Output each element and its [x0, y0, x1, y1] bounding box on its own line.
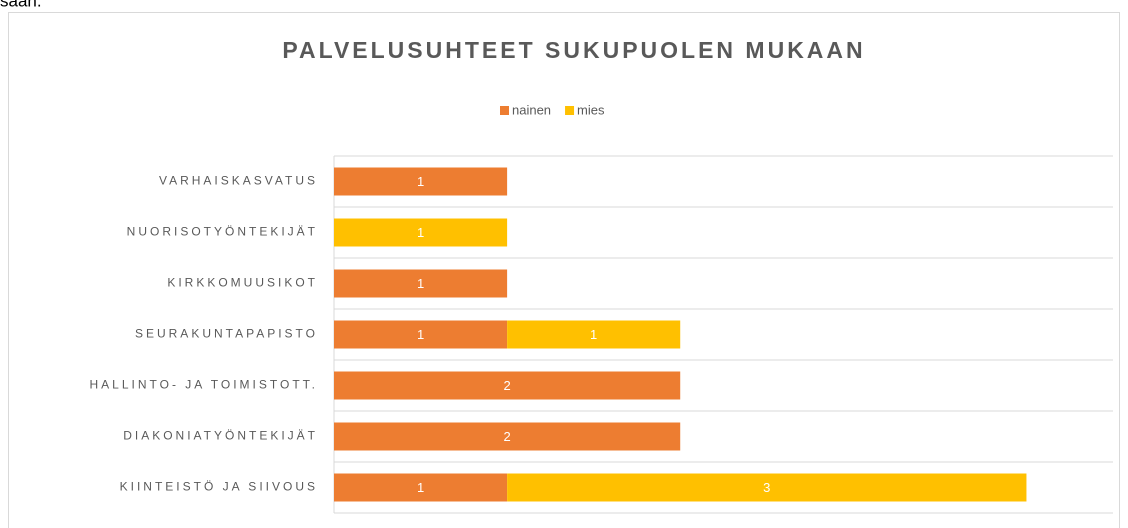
y-tick-label: KIRKKOMUUSIKOT	[167, 276, 318, 290]
y-tick-label: KIINTEISTÖ JA SIIVOUS	[120, 480, 318, 494]
bar	[507, 320, 681, 349]
value-label: 1	[417, 327, 424, 342]
bar	[334, 473, 508, 502]
bar	[507, 473, 1027, 502]
value-label: 1	[417, 174, 424, 189]
y-tick-label: HALLINTO- JA TOIMISTOTT.	[90, 378, 318, 392]
chart-frame	[8, 12, 1120, 528]
bar	[334, 218, 508, 247]
y-tick-label: DIAKONIATYÖNTEKIJÄT	[123, 429, 318, 443]
chart-title: PALVELUSUHTEET SUKUPUOLEN MUKAAN	[282, 37, 865, 63]
legend-swatch	[500, 106, 509, 115]
value-label: 2	[503, 378, 510, 393]
legend: nainen mies	[500, 102, 605, 117]
legend-label: mies	[577, 102, 605, 117]
value-label: 1	[417, 225, 424, 240]
value-label: 1	[417, 480, 424, 495]
value-label: 3	[763, 480, 770, 495]
bar	[334, 269, 508, 298]
bar	[334, 320, 508, 349]
y-tick-label: SEURAKUNTAPAPISTO	[135, 327, 318, 341]
y-tick-label: NUORISOTYÖNTEKIJÄT	[127, 225, 318, 239]
y-tick-label: VARHAISKASVATUS	[159, 174, 318, 188]
bar	[334, 422, 681, 451]
page-text: saan.	[0, 0, 42, 10]
bar	[334, 167, 508, 196]
value-label: 1	[590, 327, 597, 342]
legend-label: nainen	[512, 102, 551, 117]
legend-swatch	[565, 106, 575, 115]
value-label: 2	[503, 429, 510, 444]
value-label: 1	[417, 276, 424, 291]
bar	[334, 371, 681, 400]
